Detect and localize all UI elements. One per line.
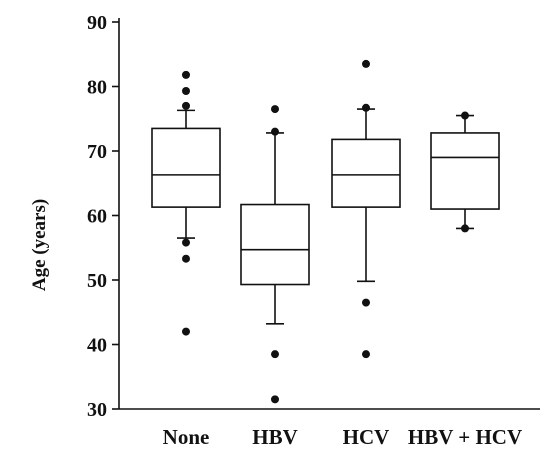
outlier-point <box>182 87 190 96</box>
outlier-point <box>182 327 190 336</box>
y-tick-label: 80 <box>87 77 107 99</box>
outlier-point <box>461 111 469 120</box>
outlier-point <box>271 350 279 359</box>
boxes-group <box>151 59 500 404</box>
outlier-point <box>182 254 190 263</box>
outlier-point <box>271 127 279 136</box>
outlier-point <box>362 59 370 68</box>
outlier-point <box>271 105 279 114</box>
outlier-point <box>271 395 279 404</box>
iqr-box <box>151 127 221 208</box>
outlier-point <box>362 103 370 112</box>
y-tick-label: 70 <box>87 141 107 163</box>
iqr-box <box>331 138 401 208</box>
y-tick-label: 30 <box>87 399 107 421</box>
iqr-box <box>240 203 310 286</box>
y-axis: 30 40 50 60 70 80 90 <box>87 12 120 421</box>
box-none <box>151 70 221 336</box>
outlier-point <box>182 70 190 79</box>
box-hbv <box>240 105 310 404</box>
y-tick-label: 40 <box>87 335 107 357</box>
outlier-point <box>182 101 190 110</box>
box-hbv-hcv <box>430 111 500 233</box>
outlier-point <box>182 238 190 247</box>
iqr-box <box>430 132 500 210</box>
box-hcv <box>331 59 401 359</box>
y-tick-label: 90 <box>87 12 107 34</box>
outlier-point <box>362 350 370 359</box>
y-tick-label: 60 <box>87 206 107 228</box>
x-category-label: HBV + HCV <box>408 425 522 449</box>
y-tick-label: 50 <box>87 270 107 292</box>
x-category-label: None <box>163 425 210 449</box>
outlier-point <box>461 224 469 233</box>
x-axis: None HBV HCV HBV + HCV <box>119 408 540 449</box>
x-category-label: HBV <box>252 425 298 449</box>
x-category-label: HCV <box>343 425 390 449</box>
y-axis-label: Age (years) <box>29 199 50 291</box>
outlier-point <box>362 298 370 307</box>
